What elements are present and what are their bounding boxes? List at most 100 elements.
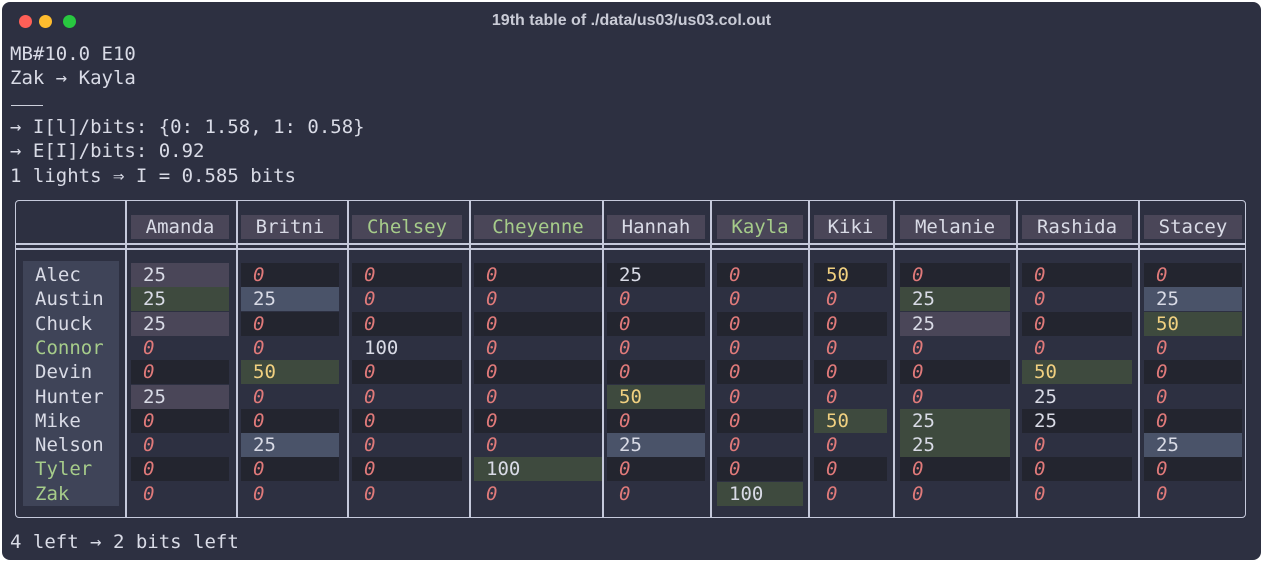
table-cell: 50: [241, 360, 339, 385]
table-cell: 0: [826, 482, 838, 505]
table-cell: 0: [717, 408, 803, 433]
table-cell: 50: [1144, 311, 1242, 336]
table-cell: 0: [143, 482, 155, 505]
table-cell: 0: [912, 482, 924, 505]
column-header-kayla: Kayla: [717, 215, 803, 239]
table-cell: 0: [1156, 385, 1168, 408]
table-cell: 50: [814, 408, 887, 433]
table-cell: 0: [900, 457, 1010, 482]
minimize-button[interactable]: [39, 15, 52, 28]
table-cell: 25: [900, 311, 1010, 336]
table-cell: 0: [352, 408, 462, 433]
row-label-alec: Alec: [23, 263, 119, 287]
table-cell: 0: [1022, 311, 1132, 336]
table-cell: 25: [607, 433, 705, 458]
column-header-kiki: Kiki: [814, 215, 887, 239]
table-cell: 0: [131, 408, 229, 433]
window-title: 19th table of ./data/us03/us03.col.out: [491, 12, 772, 29]
column-header-chelsey: Chelsey: [352, 215, 462, 239]
table-cell: 25: [241, 433, 339, 458]
table-cell: 0: [607, 311, 705, 336]
row-label-zak: Zak: [23, 481, 119, 506]
table-cell: 0: [474, 360, 602, 385]
table-cell: 0: [619, 288, 631, 311]
table-cell: 0: [717, 311, 803, 336]
column-divider: [808, 201, 810, 517]
table-cell: 0: [253, 482, 265, 505]
table-cell: 0: [352, 311, 462, 336]
table-cell: 0: [717, 263, 803, 287]
close-button[interactable]: [19, 15, 32, 28]
table-cell: 0: [729, 434, 741, 457]
table-cell: 25: [900, 433, 1010, 458]
row-label-devin: Devin: [23, 360, 119, 385]
table-cell: 0: [364, 434, 376, 457]
table-cell: 0: [814, 457, 887, 482]
table-cell: 0: [364, 385, 376, 408]
table-cell: 0: [1034, 434, 1046, 457]
column-divider: [469, 201, 471, 517]
table-cell: 0: [900, 360, 1010, 385]
column-header-melanie: Melanie: [900, 215, 1010, 239]
table-cell: 0: [352, 360, 462, 385]
column-divider: [893, 201, 895, 517]
table-cell: 0: [474, 263, 602, 287]
row-label-hunter: Hunter: [23, 384, 119, 409]
table-cell: 0: [912, 385, 924, 408]
row-label-mike: Mike: [23, 408, 119, 433]
table-cell: 0: [729, 385, 741, 408]
table-cell: 25: [607, 263, 705, 287]
table-cell: 50: [607, 384, 705, 409]
table-cell: 0: [717, 457, 803, 482]
header-line-3: → I[l]/bits: {0: 1.58, 1: 0.58}: [10, 116, 365, 138]
header-line-2: Zak → Kayla: [10, 67, 136, 89]
table-cell: 25: [1144, 433, 1242, 458]
column-header-rashida: Rashida: [1022, 215, 1132, 239]
header-divider-1: [16, 243, 1245, 245]
column-header-cheyenne: Cheyenne: [474, 215, 602, 239]
table-cell: 100: [474, 457, 602, 482]
table-cell: 0: [1156, 336, 1168, 359]
table-cell: 0: [486, 336, 498, 359]
column-divider: [602, 201, 604, 517]
table-cell: 0: [1034, 336, 1046, 359]
maximize-button[interactable]: [63, 15, 76, 28]
table-cell: 0: [826, 434, 838, 457]
table-cell: 0: [1022, 457, 1132, 482]
table-cell: 0: [826, 288, 838, 311]
table-cell: 0: [486, 385, 498, 408]
table-cell: 0: [607, 408, 705, 433]
table-cell: 100: [364, 336, 399, 359]
table-cell: 50: [814, 263, 887, 287]
table-cell: 0: [486, 482, 498, 505]
table-cell: 0: [729, 288, 741, 311]
column-divider: [347, 201, 349, 517]
table-cell: 0: [619, 482, 631, 505]
column-divider: [125, 201, 127, 517]
table-cell: 0: [814, 311, 887, 336]
title-bar: 19th table of ./data/us03/us03.col.out: [2, 2, 1261, 40]
table-cell: 0: [364, 288, 376, 311]
table-cell: 25: [900, 408, 1010, 433]
row-label-connor: Connor: [23, 335, 119, 360]
table-cell: 25: [131, 384, 229, 409]
table-cell: 0: [717, 360, 803, 385]
table-cell: 0: [1022, 263, 1132, 287]
table-cell: 0: [607, 457, 705, 482]
table-cell: 0: [474, 408, 602, 433]
table-cell: 50: [1022, 360, 1132, 385]
table-cell: 0: [1144, 360, 1242, 385]
row-label-nelson: Nelson: [23, 433, 119, 458]
table-cell: 25: [900, 287, 1010, 312]
separator: [11, 105, 43, 106]
table-cell: 0: [814, 360, 887, 385]
table-cell: 0: [1034, 482, 1046, 505]
column-divider: [1016, 201, 1018, 517]
table-cell: 0: [1156, 482, 1168, 505]
column-header-amanda: Amanda: [131, 215, 229, 239]
table-cell: 100: [717, 481, 803, 506]
table-cell: 0: [729, 336, 741, 359]
column-divider: [1138, 201, 1140, 517]
table-cell: 0: [1144, 408, 1242, 433]
